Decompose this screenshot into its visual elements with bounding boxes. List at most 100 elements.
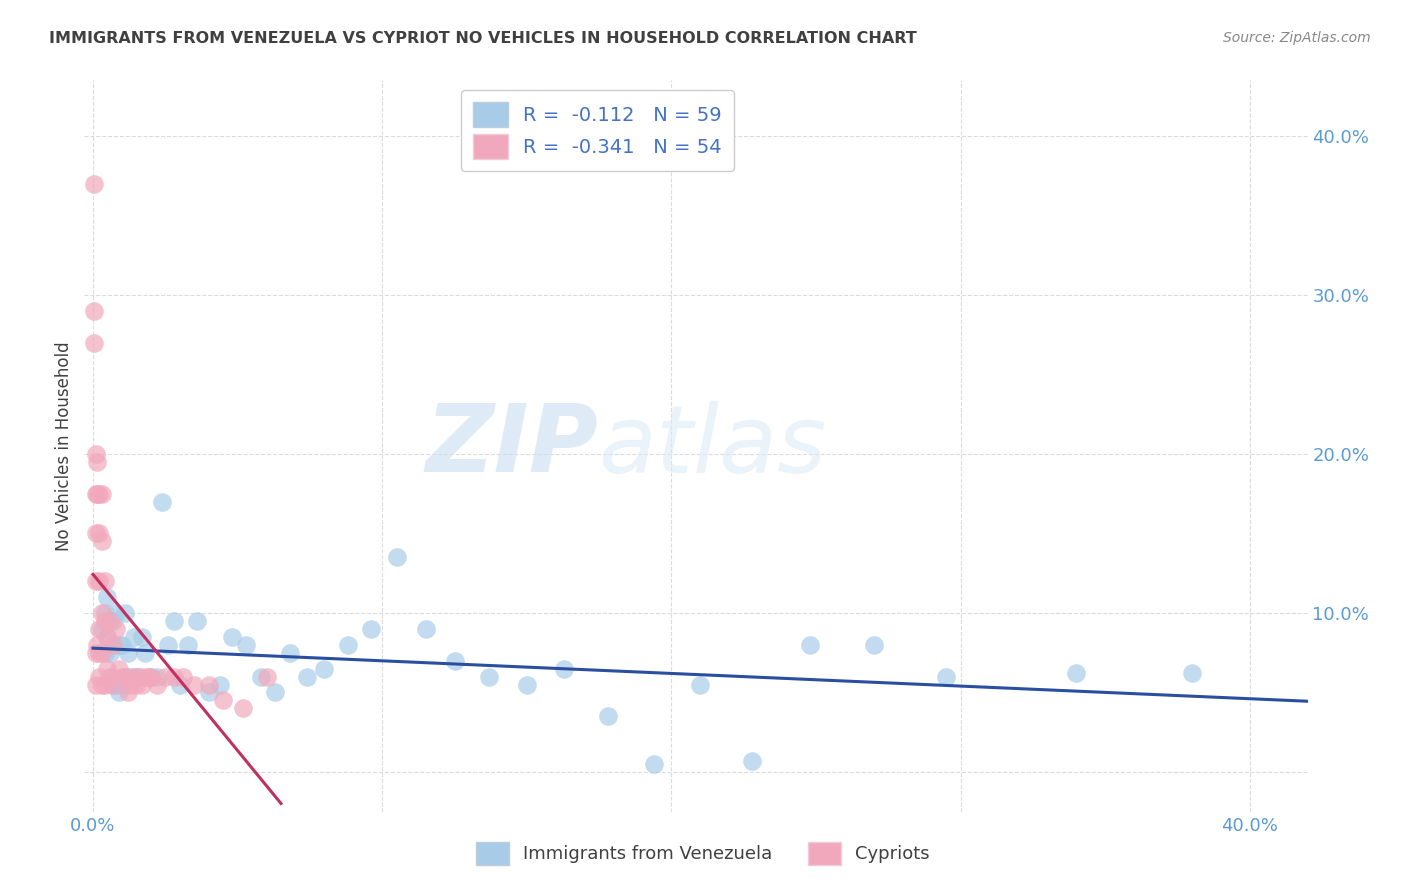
Point [84,486,107,500]
Point [108,662,131,676]
Point [87,574,110,589]
Point [96,662,118,676]
Point [232,701,254,715]
Point [93,614,115,628]
Point [87,669,110,683]
Point [96,590,118,604]
Point [741,754,763,768]
Point [122,669,145,683]
Point [553,662,575,676]
Point [103,677,125,691]
Point [93,677,115,691]
Point [172,669,194,683]
Y-axis label: No Vehicles in Household: No Vehicles in Household [55,341,73,551]
Point [862,638,884,652]
Point [152,494,174,508]
Point [128,669,150,683]
Point [90,606,112,620]
Point [249,669,271,683]
Point [122,630,145,644]
Point [114,669,136,683]
Point [93,574,115,589]
Point [90,646,112,660]
Point [90,677,112,691]
Point [86,486,108,500]
Point [235,638,257,652]
Point [86,638,108,652]
Point [221,630,243,644]
Point [93,646,115,660]
Point [689,677,711,691]
Point [256,669,278,683]
Point [186,614,208,628]
Point [935,669,957,683]
Point [87,526,110,541]
Point [336,638,359,652]
Point [596,709,619,723]
Point [90,622,112,636]
Point [105,622,128,636]
Point [96,630,118,644]
Point [145,669,167,683]
Legend: Immigrants from Venezuela, Cypriots: Immigrants from Venezuela, Cypriots [468,835,938,872]
Point [103,677,125,691]
Point [105,677,128,691]
Point [111,638,134,652]
Point [169,677,191,691]
Point [134,646,156,660]
Point [131,630,153,644]
Point [90,534,112,549]
Text: Source: ZipAtlas.com: Source: ZipAtlas.com [1223,31,1371,45]
Point [120,669,142,683]
Text: atlas: atlas [598,401,827,491]
Point [163,614,186,628]
Point [136,669,159,683]
Point [84,447,107,461]
Point [105,606,128,620]
Point [1181,666,1204,681]
Legend: R =  -0.112   N = 59, R =  -0.341   N = 54: R = -0.112 N = 59, R = -0.341 N = 54 [461,90,734,171]
Point [314,662,336,676]
Text: ZIP: ZIP [425,400,598,492]
Point [84,646,107,660]
Point [360,622,382,636]
Point [134,669,156,683]
Point [516,677,538,691]
Point [415,622,437,636]
Point [114,606,136,620]
Point [87,622,110,636]
Point [212,693,235,707]
Point [799,638,821,652]
Point [443,654,465,668]
Point [197,685,219,699]
Point [295,669,318,683]
Point [139,669,162,683]
Point [125,677,148,691]
Point [84,574,107,589]
Point [155,669,177,683]
Point [100,669,122,683]
Point [108,685,131,699]
Point [86,455,108,469]
Point [93,606,115,620]
Point [96,630,118,644]
Point [87,646,110,660]
Point [157,638,180,652]
Point [100,614,122,628]
Point [478,669,501,683]
Point [90,486,112,500]
Point [163,669,186,683]
Point [131,677,153,691]
Point [264,685,287,699]
Point [84,526,107,541]
Text: IMMIGRANTS FROM VENEZUELA VS CYPRIOT NO VEHICLES IN HOUSEHOLD CORRELATION CHART: IMMIGRANTS FROM VENEZUELA VS CYPRIOT NO … [49,31,917,46]
Point [139,669,162,683]
Point [128,669,150,683]
Point [197,677,219,691]
Point [114,669,136,683]
Point [145,677,167,691]
Point [177,638,200,652]
Point [83,303,105,318]
Point [103,638,125,652]
Point [83,335,105,350]
